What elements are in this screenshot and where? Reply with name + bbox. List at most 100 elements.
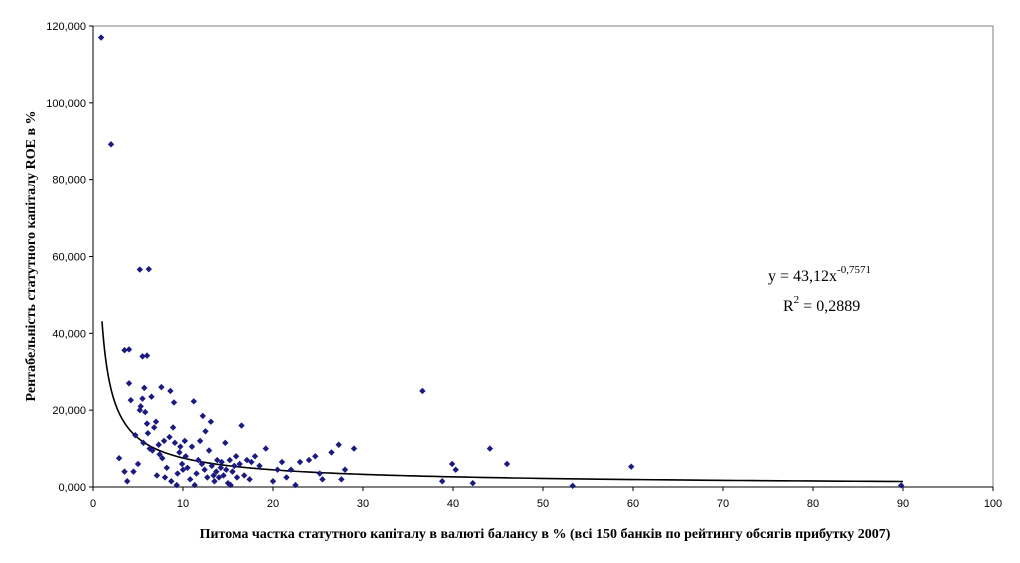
- x-tick-label: 30: [357, 498, 369, 510]
- data-point: [136, 266, 143, 273]
- data-point: [121, 347, 128, 354]
- data-point: [121, 468, 128, 475]
- data-point: [201, 466, 208, 473]
- x-tick-label: 60: [627, 498, 639, 510]
- data-point: [241, 472, 248, 479]
- power-trendline: [101, 321, 904, 483]
- data-point: [236, 460, 243, 468]
- data-point: [159, 454, 166, 462]
- data-point: [145, 265, 152, 273]
- data-point: [152, 418, 160, 425]
- data-point: [283, 474, 290, 481]
- data-point: [238, 422, 245, 429]
- data-point: [196, 437, 204, 445]
- x-tick-label: 50: [537, 498, 549, 510]
- data-point: [156, 451, 163, 458]
- r-squared-value: = 0,2889: [799, 298, 860, 315]
- data-point: [217, 464, 224, 471]
- y-tick-label: 120,000: [46, 21, 86, 33]
- trendline-equation: y = 43,12x-0,7571: [768, 264, 871, 285]
- y-tick-label: 100,000: [46, 98, 86, 110]
- data-point: [569, 482, 576, 490]
- data-point: [213, 468, 220, 475]
- y-tick-label: 0,000: [58, 482, 86, 494]
- data-point: [148, 393, 155, 400]
- data-point: [168, 478, 175, 485]
- data-point: [224, 479, 232, 487]
- data-point: [292, 481, 299, 489]
- data-point: [278, 458, 286, 466]
- data-point: [503, 460, 511, 468]
- data-point: [312, 453, 319, 460]
- data-point: [243, 456, 251, 464]
- x-tick-label: 40: [447, 498, 459, 510]
- x-axis-label: Питома частка статутного капіталу в валю…: [200, 527, 891, 542]
- data-point: [207, 418, 215, 425]
- data-point: [214, 456, 221, 464]
- data-point: [176, 449, 183, 456]
- x-tick-label: 20: [267, 498, 279, 510]
- data-point: [188, 443, 196, 450]
- data-point: [97, 34, 105, 41]
- data-point: [160, 437, 168, 445]
- data-point: [170, 399, 178, 406]
- data-point: [419, 387, 426, 395]
- data-point: [274, 466, 281, 473]
- x-axis-ticks: 0 10 20 30 40 50 60 70 80 90 100: [90, 487, 1002, 510]
- data-point: [144, 430, 152, 437]
- data-point: [115, 454, 123, 462]
- data-point: [328, 449, 335, 456]
- data-point: [166, 433, 173, 441]
- y-tick-label: 60,000: [52, 252, 86, 264]
- equation-main: y = 43,12x: [768, 268, 837, 285]
- data-point: [287, 466, 295, 473]
- data-point: [124, 478, 131, 485]
- data-point: [143, 352, 151, 359]
- data-point: [341, 466, 349, 473]
- data-point: [187, 476, 194, 483]
- data-point: [153, 472, 161, 479]
- data-point: [151, 424, 158, 431]
- data-point: [251, 453, 259, 460]
- data-point: [210, 472, 217, 479]
- data-point: [132, 431, 139, 439]
- data-point: [142, 408, 149, 416]
- data-point: [486, 445, 494, 452]
- data-point: [204, 474, 211, 481]
- x-tick-label: 10: [177, 498, 189, 510]
- data-point: [218, 458, 225, 466]
- data-point: [141, 384, 148, 392]
- data-point: [155, 441, 162, 448]
- data-point: [227, 481, 234, 489]
- data-point: [178, 460, 186, 468]
- data-point: [338, 476, 345, 483]
- data-point: [198, 460, 206, 468]
- data-point: [125, 346, 133, 353]
- data-point: [191, 481, 198, 489]
- data-point: [161, 474, 169, 481]
- plot-area-border: [92, 25, 994, 488]
- data-point: [167, 387, 174, 395]
- x-tick-label: 80: [807, 498, 819, 510]
- data-point: [107, 141, 115, 148]
- y-axis-ticks: 0,000 20,000 40,000 60,000 80,000 100,000 120,…: [46, 21, 93, 494]
- r-squared: R2 = 0,2889: [783, 294, 860, 315]
- r-squared-main: R: [783, 298, 794, 315]
- data-point: [139, 353, 146, 360]
- data-point: [231, 462, 238, 470]
- data-point: [184, 464, 191, 471]
- data-point: [181, 437, 188, 445]
- data-point: [335, 441, 342, 448]
- data-point: [628, 463, 635, 470]
- data-point: [232, 453, 240, 460]
- y-axis-label: Рентабельність статутного капіталу ROE в…: [24, 110, 39, 401]
- y-tick-label: 80,000: [52, 175, 86, 187]
- data-point: [222, 439, 229, 447]
- data-point: [139, 395, 146, 402]
- data-point: [195, 456, 202, 464]
- r-squared-exp: 2: [794, 294, 800, 306]
- y-tick-label: 40,000: [52, 328, 86, 340]
- data-point: [182, 453, 189, 460]
- data-point: [199, 412, 206, 420]
- x-tick-label: 70: [717, 498, 729, 510]
